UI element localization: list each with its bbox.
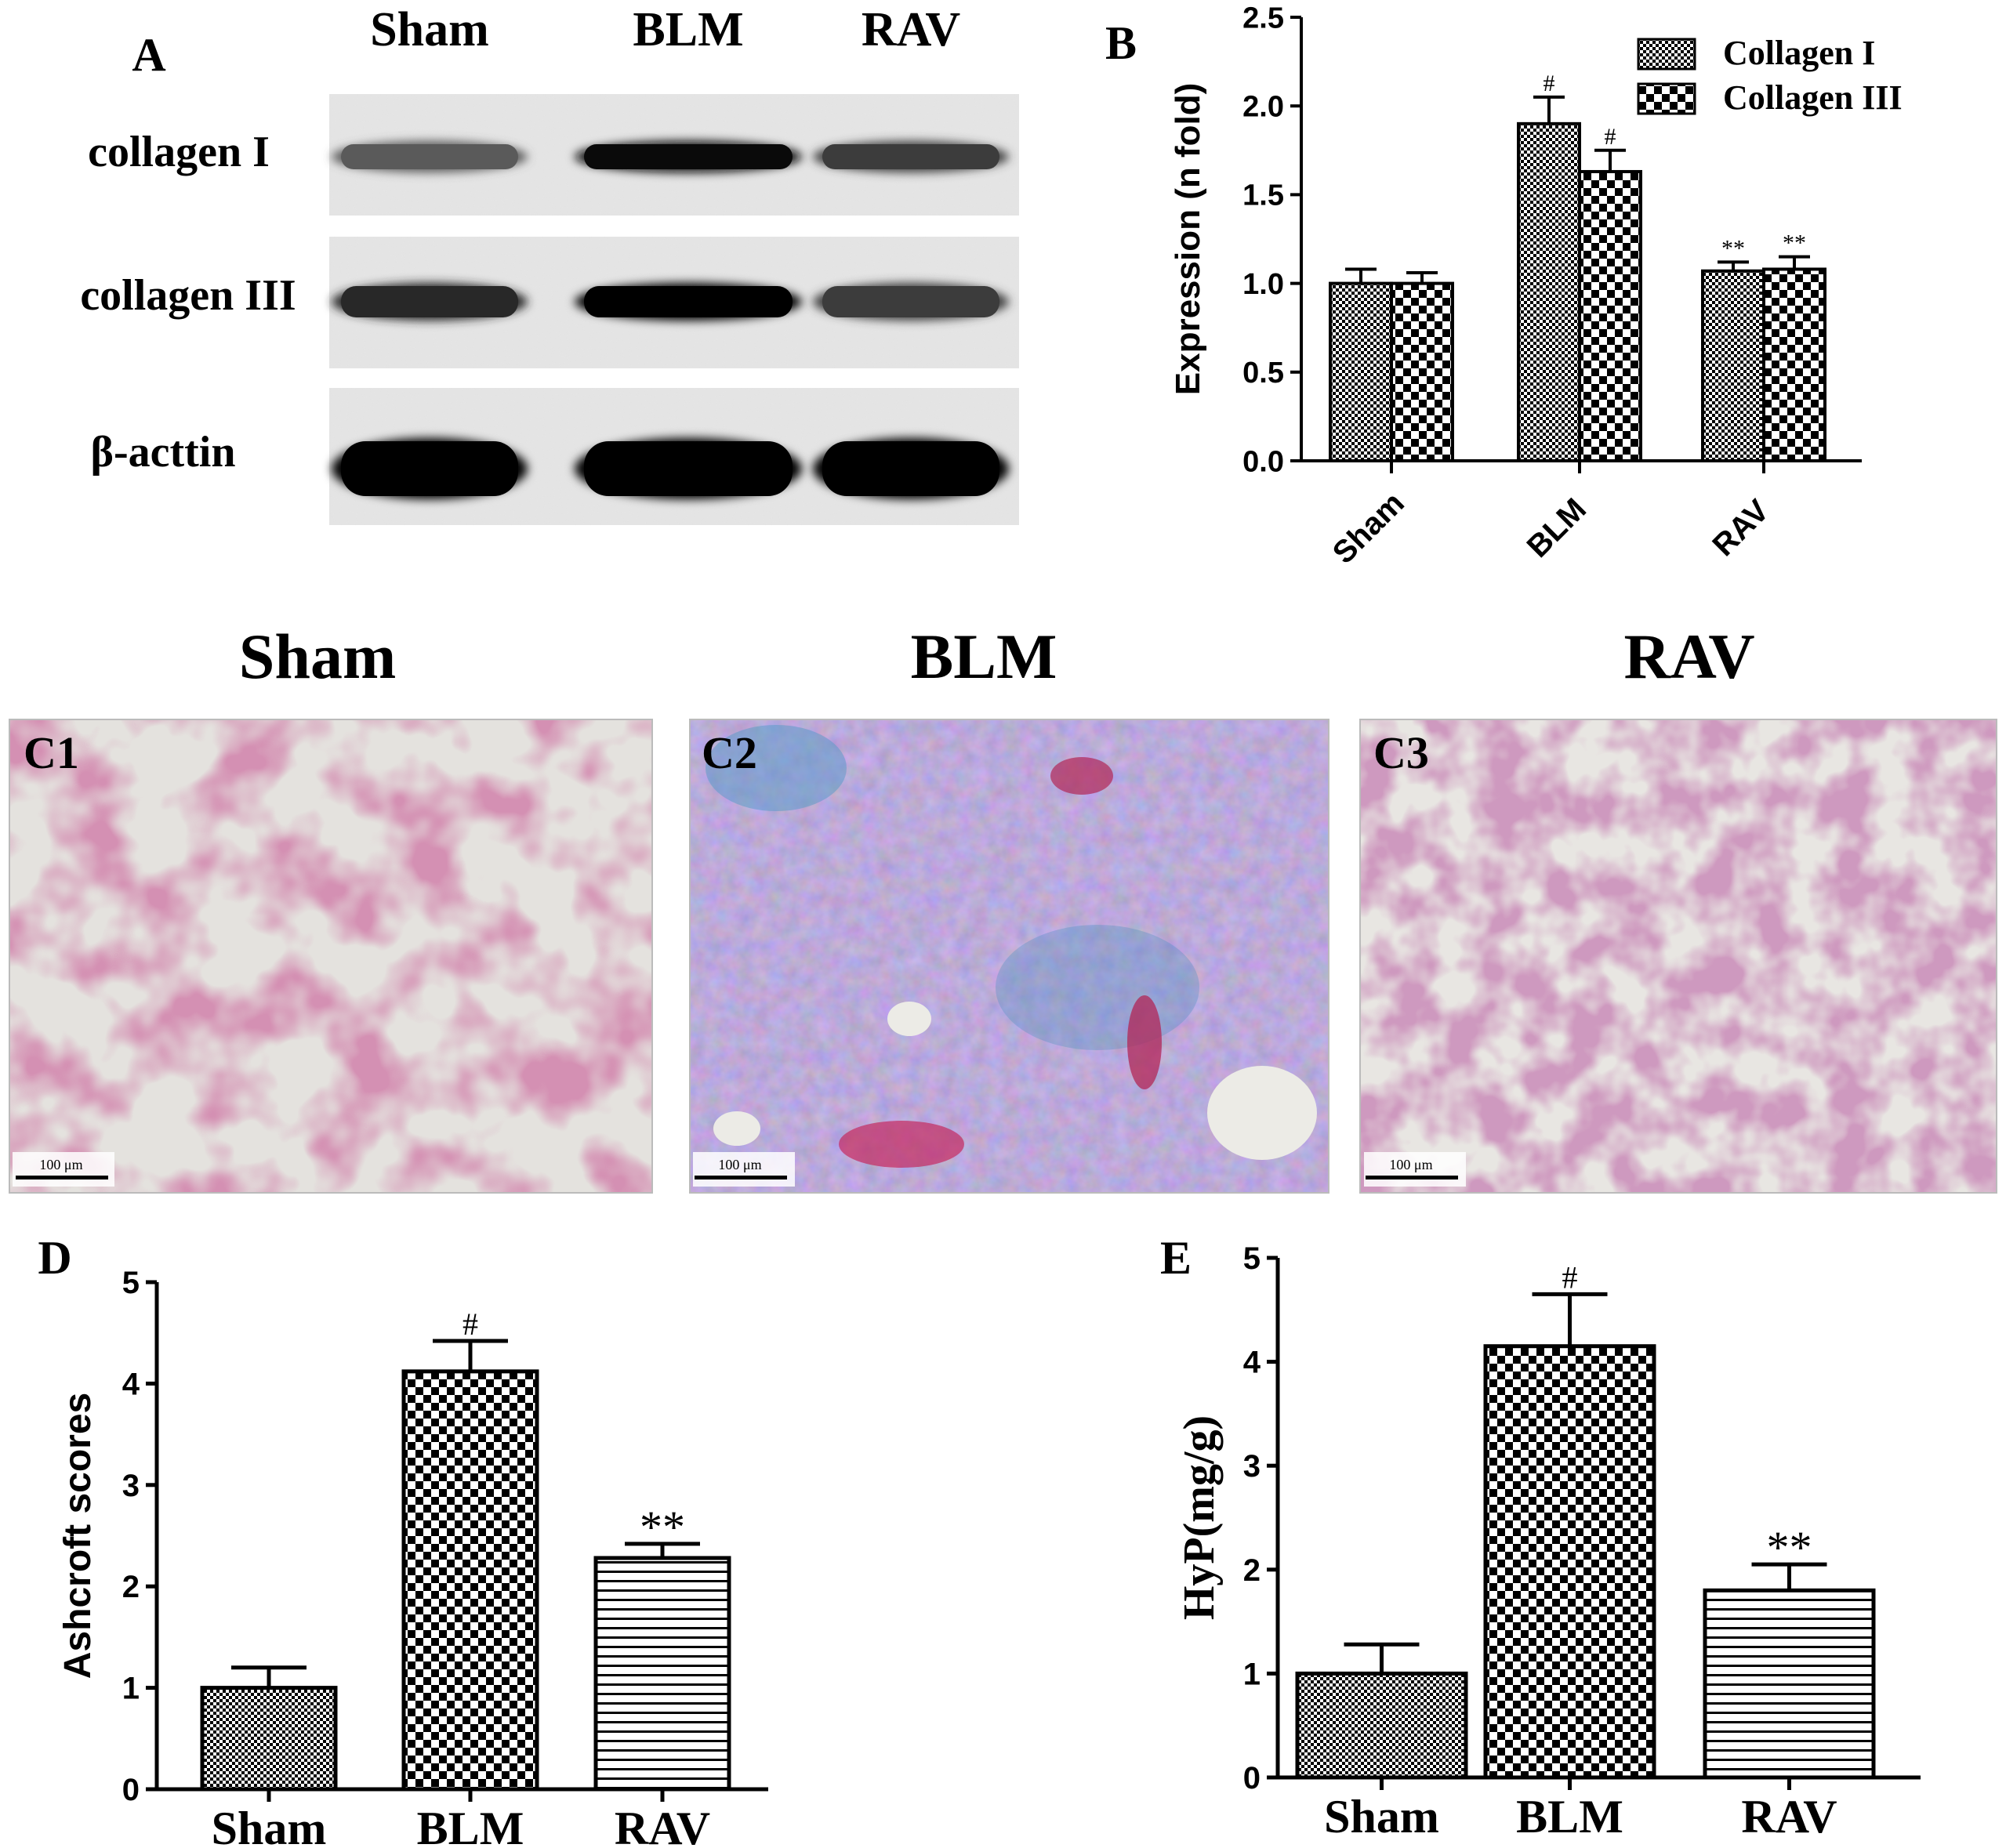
chart-e-bar-blm [1483,1344,1656,1780]
chart-b-bar-rav-collagen-iii [1762,267,1826,462]
chart-e-bar-sham [1295,1671,1468,1780]
chart-b: B 0.0 0.5 1.0 1.5 2.0 2.5 Expression (n fold) #… [1105,2,1903,571]
panel-a: A Sham BLM RAV collagen I collagen III β… [80,3,1019,525]
chart-e-annotation: # [1562,1259,1578,1295]
chart-b-bar-blm-collagen-iii [1578,169,1642,463]
chart-e-x-tick-label: BLM [1516,1791,1623,1843]
blot-band-core-collagen-iii-rav [822,286,999,317]
blot-strips [329,94,1019,525]
chart-b-x-tick-label: BLM [1521,492,1593,564]
histology-image-c2 [689,719,1329,1194]
chart-d-bar-blm [401,1369,539,1792]
chart-e: E 0 1 2 3 4 5 HyP(mg/g) Sham # BLM ** RAV [1160,1232,1921,1843]
chart-b-bar-sham-collagen-i [1329,281,1393,462]
blot-lane-rav: RAV [862,3,961,56]
chart-b-bar-sham-collagen-iii [1390,281,1454,462]
chart-e-annotation: ** [1767,1522,1812,1573]
chart-d-y-tick-label: 1 [122,1672,140,1706]
chart-d-bar-rav [593,1556,731,1792]
histology-label-c2: C2 [702,727,757,778]
blot-band-core-collagen-i-sham [341,144,518,169]
chart-d-x-tick-label: RAV [615,1803,710,1848]
chart-b-annotation: # [1543,71,1555,96]
blot-band-core-acttin-blm [584,441,793,496]
chart-b-bar-rav-collagen-i [1701,269,1765,463]
chart-e-y-tick-label: 4 [1243,1346,1261,1380]
chart-e-y-tick-label: 3 [1243,1449,1261,1484]
chart-d-y-tick-label: 2 [122,1570,140,1604]
chart-b-y-axis-label: Expression (n fold) [1169,83,1207,395]
chart-e-y-tick-label: 5 [1243,1241,1261,1276]
histology-header-rav: RAV [1623,621,1754,692]
blot-lane-sham: Sham [370,3,489,56]
chart-b-bar-blm-collagen-i [1517,121,1581,462]
scale-bar-label-c1: 100 μm [39,1157,82,1172]
chart-e-x-tick-label: Sham [1324,1791,1439,1843]
histology-label-c3: C3 [1373,727,1429,778]
panel-e-label: E [1160,1232,1192,1284]
scale-bar-c1: 100 μm [13,1152,114,1187]
scale-bar-c2: 100 μm [693,1152,795,1187]
panel-c: Sham BLM RAV C1 C2 [9,621,1997,1194]
chart-d-y-axis-label: Ashcroft scores [57,1393,99,1679]
blot-band-core-acttin-rav [822,441,999,496]
chart-b-y-tick-label: 0.5 [1242,357,1284,390]
chart-b-x-tick-label: Sham [1326,486,1411,571]
chart-b-legend-label-collagen-iii: Collagen III [1723,78,1903,117]
chart-e-y-tick-label: 1 [1243,1657,1261,1691]
chart-d-y-tick-label: 4 [122,1367,140,1401]
histology-image-c3 [1359,719,1997,1194]
chart-d-x-tick-label: BLM [417,1803,524,1848]
scale-bar-label-c2: 100 μm [718,1157,761,1172]
histology-label-c1: C1 [24,727,79,778]
histology-header-blm: BLM [911,621,1057,692]
chart-b-annotation: ** [1783,230,1806,256]
chart-d-y-tick-label: 5 [122,1266,140,1300]
chart-b-y-tick-label: 2.5 [1242,2,1284,34]
chart-e-bar-rav [1703,1588,1876,1780]
chart-b-annotation: ** [1721,235,1745,261]
chart-b-annotation: # [1605,124,1616,150]
blot-band-core-collagen-iii-blm [584,286,793,317]
histology-header-sham: Sham [239,621,397,692]
chart-b-x-tick-label: RAV [1706,493,1776,563]
blot-band-core-acttin-sham [341,441,518,496]
panel-b-label: B [1105,17,1137,69]
blot-row-label-collagen-iii: collagen III [80,271,296,320]
chart-b-legend-swatch-collagen-i [1637,38,1696,71]
chart-e-y-axis-label: HyP(mg/g) [1175,1415,1224,1620]
chart-d-annotation: # [463,1306,478,1342]
chart-b-y-tick-label: 1.5 [1242,179,1284,212]
scale-bar-c3: 100 μm [1364,1152,1466,1187]
chart-b-legend-label-collagen-i: Collagen I [1723,34,1875,72]
blot-band-core-collagen-i-blm [584,144,793,169]
chart-b-legend-swatch-collagen-iii [1637,82,1696,115]
chart-d-y-tick-label: 0 [122,1773,140,1807]
chart-e-y-tick-label: 0 [1243,1761,1261,1795]
panel-d-label: D [38,1232,71,1284]
blot-row-label-collagen-i: collagen I [88,128,270,176]
chart-d-bar-sham [200,1686,338,1792]
chart-b-y-tick-label: 2.0 [1242,91,1284,124]
scale-bar-label-c3: 100 μm [1389,1157,1432,1172]
chart-b-y-tick-label: 1.0 [1242,268,1284,301]
histology-image-c1 [9,719,653,1194]
chart-e-x-tick-label: RAV [1741,1791,1837,1843]
chart-d-y-tick-label: 3 [122,1469,140,1503]
blot-band-core-collagen-iii-sham [341,286,518,317]
chart-d-annotation: ** [640,1502,685,1553]
panel-a-label: A [132,29,165,81]
chart-d: D 0 1 2 3 4 5 Ashcroft scores Sham # BLM ** RAV [38,1232,768,1848]
chart-e-y-tick-label: 2 [1243,1553,1261,1588]
chart-d-x-tick-label: Sham [212,1803,327,1848]
blot-lane-blm: BLM [633,3,743,56]
blot-row-label-beta-actin: β-acttin [90,428,235,476]
chart-b-y-tick-label: 0.0 [1242,445,1284,478]
blot-band-core-collagen-i-rav [822,144,999,169]
